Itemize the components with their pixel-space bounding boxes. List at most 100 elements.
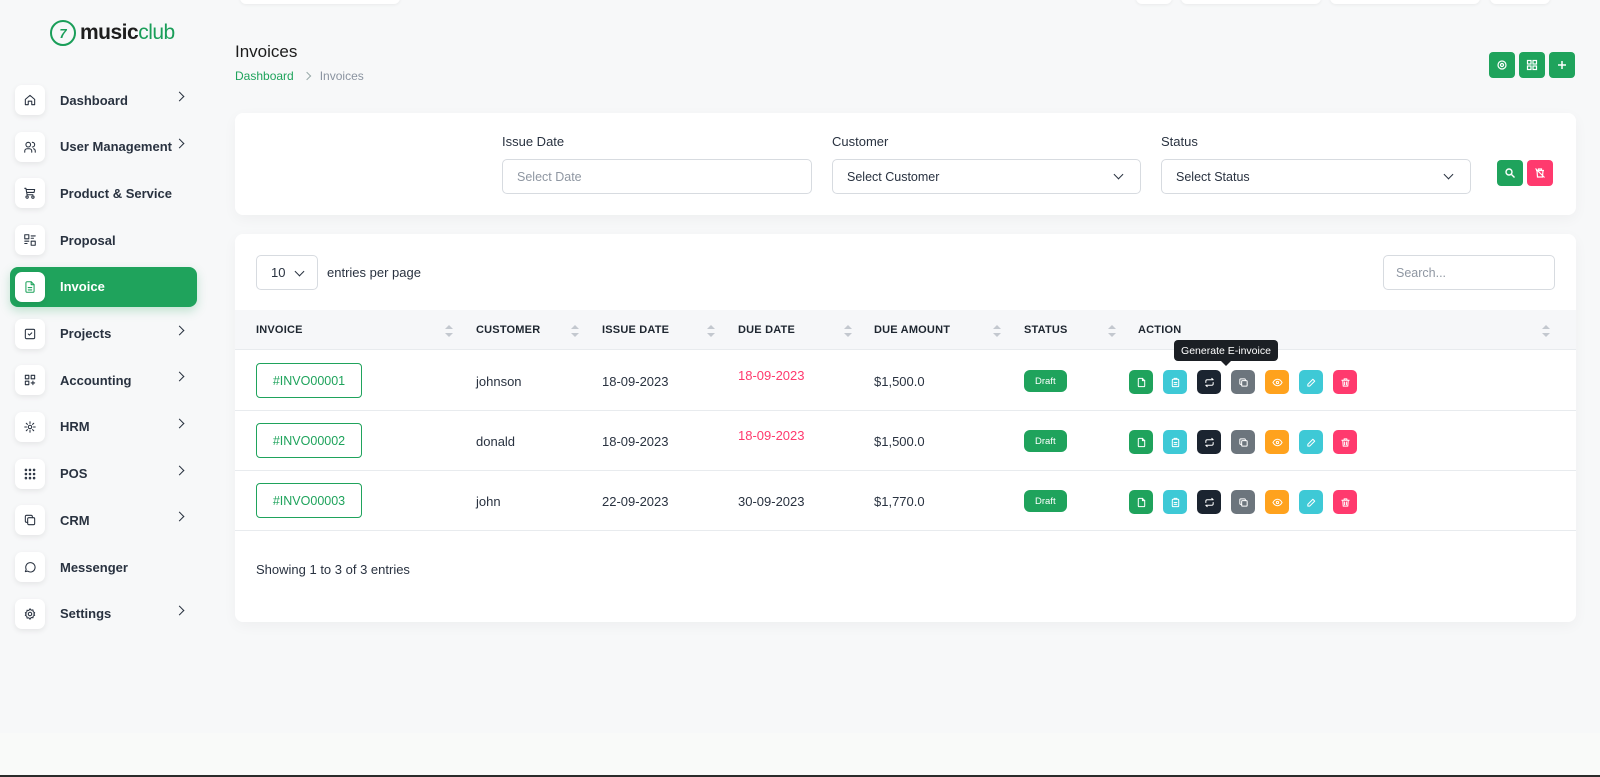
clipboard-icon <box>1171 377 1179 387</box>
file-icon <box>1137 437 1145 447</box>
trash-action-button[interactable] <box>1333 490 1357 514</box>
repeat-action-button[interactable] <box>1197 430 1221 454</box>
repeat-action-button[interactable] <box>1197 490 1221 514</box>
apply-filter-button[interactable] <box>1497 160 1523 186</box>
table-header: INVOICE CUSTOMER ISSUE DATE DUE DATE DUE… <box>235 310 1576 350</box>
top-pill-1[interactable] <box>1136 0 1172 4</box>
brand-logo[interactable]: 7 musicclub <box>50 18 175 48</box>
grid-view-button[interactable] <box>1519 52 1545 78</box>
page-footer <box>0 733 1600 777</box>
col-due-amount[interactable]: DUE AMOUNT <box>874 324 951 336</box>
col-invoice[interactable]: INVOICE <box>256 324 303 336</box>
trash-off-icon <box>1535 168 1545 178</box>
eye-action-button[interactable] <box>1265 490 1289 514</box>
search-icon <box>1505 168 1515 178</box>
reset-filter-button[interactable] <box>1527 160 1553 186</box>
eye-action-button[interactable] <box>1265 370 1289 394</box>
chevron-right-icon <box>174 605 185 616</box>
col-due-date[interactable]: DUE DATE <box>738 324 796 336</box>
trash-icon <box>1340 377 1350 387</box>
sort-icon[interactable] <box>1108 325 1116 337</box>
customer-select[interactable]: Select Customer <box>832 159 1141 194</box>
copy-action-button[interactable] <box>1231 370 1255 394</box>
brand-mark: 7 <box>50 20 76 46</box>
copy-icon <box>1238 437 1248 447</box>
breadcrumb-current: Invoices <box>319 69 364 83</box>
clipboard-action-button[interactable] <box>1163 490 1187 514</box>
proposal-icon <box>15 225 45 256</box>
sidebar-item-invoice[interactable]: Invoice <box>10 266 197 307</box>
top-pill-3[interactable] <box>1330 0 1480 4</box>
sidebar: 7 musicclub Dashboard User Management Prod… <box>0 0 206 733</box>
due-amount-cell: $1,500.0 <box>874 374 925 389</box>
copy-action-button[interactable] <box>1231 430 1255 454</box>
file-icon <box>1137 497 1145 507</box>
generate-einvoice-tooltip: Generate E-invoice <box>1174 340 1278 366</box>
sidebar-item-label: Projects <box>60 326 112 341</box>
entries-per-page-select[interactable]: 10 <box>256 255 318 290</box>
sort-icon[interactable] <box>1542 325 1550 337</box>
home-icon <box>15 85 45 115</box>
chevron-right-icon <box>302 71 311 81</box>
col-action[interactable]: ACTION <box>1138 324 1182 336</box>
customer-select-value: Select Customer <box>847 169 940 184</box>
sidebar-item-product-service[interactable]: Product & Service <box>10 173 197 213</box>
sort-icon[interactable] <box>993 325 1001 337</box>
entries-value: 10 <box>271 265 286 280</box>
sidebar-item-messenger[interactable]: Messenger <box>10 547 197 587</box>
copy-action-button[interactable] <box>1231 490 1255 514</box>
top-search-pill[interactable] <box>240 0 400 4</box>
breadcrumb-dashboard-link[interactable]: Dashboard <box>235 69 294 83</box>
sort-icon[interactable] <box>445 325 453 337</box>
sidebar-item-projects[interactable]: Projects <box>10 314 197 354</box>
issue-date-input[interactable]: Select Date <box>502 159 812 194</box>
sidebar-item-dashboard[interactable]: Dashboard <box>10 80 197 120</box>
col-status[interactable]: STATUS <box>1024 324 1068 336</box>
clipboard-action-button[interactable] <box>1163 430 1187 454</box>
sidebar-item-crm[interactable]: CRM <box>10 500 197 540</box>
pencil-action-button[interactable] <box>1299 370 1323 394</box>
table-row: #INVO00002 donald 18-09-2023 18-09-2023 $1,5… <box>235 411 1576 471</box>
sidebar-item-user-management[interactable]: User Management <box>10 127 197 167</box>
sidebar-item-label: User Management <box>60 139 172 155</box>
sidebar-item-label: Accounting <box>60 372 132 388</box>
square-check-icon <box>15 318 45 349</box>
col-issue-date[interactable]: ISSUE DATE <box>602 324 670 336</box>
invoice-number-button[interactable]: #INVO00002 <box>256 423 362 458</box>
top-pill-2[interactable] <box>1181 0 1321 4</box>
sort-icon[interactable] <box>571 325 579 337</box>
table-search-input[interactable]: Search... <box>1383 255 1555 290</box>
status-badge: Draft <box>1024 490 1067 512</box>
pencil-action-button[interactable] <box>1299 430 1323 454</box>
sort-icon[interactable] <box>844 325 852 337</box>
trash-action-button[interactable] <box>1333 370 1357 394</box>
chevron-right-icon <box>174 325 185 335</box>
layout-grid-add-icon <box>15 365 45 396</box>
repeat-action-button[interactable] <box>1197 370 1221 394</box>
top-pill-4[interactable] <box>1490 0 1550 4</box>
settings-button[interactable] <box>1489 52 1515 78</box>
sidebar-item-settings[interactable]: Settings <box>10 594 197 634</box>
customer-cell: johnson <box>476 374 522 389</box>
sidebar-item-accounting[interactable]: Accounting <box>10 360 197 400</box>
sort-icon[interactable] <box>707 325 715 337</box>
page-title: Invoices <box>235 42 298 61</box>
status-select[interactable]: Select Status <box>1161 159 1471 194</box>
sidebar-item-hrm[interactable]: HRM <box>10 407 197 447</box>
sidebar-item-proposal[interactable]: Proposal <box>10 220 197 260</box>
file-action-button[interactable] <box>1129 370 1153 394</box>
trash-action-button[interactable] <box>1333 430 1357 454</box>
file-action-button[interactable] <box>1129 490 1153 514</box>
clipboard-action-button[interactable] <box>1163 370 1187 394</box>
create-invoice-button[interactable] <box>1549 52 1575 78</box>
pencil-action-button[interactable] <box>1299 490 1323 514</box>
table-info: Showing 1 to 3 of 3 entries <box>256 562 410 577</box>
sidebar-item-pos[interactable]: POS <box>10 454 197 494</box>
col-customer[interactable]: CUSTOMER <box>476 324 541 336</box>
file-action-button[interactable] <box>1129 430 1153 454</box>
eye-action-button[interactable] <box>1265 430 1289 454</box>
eye-icon <box>1271 498 1283 506</box>
invoice-number-button[interactable]: #INVO00001 <box>256 363 362 398</box>
chevron-right-icon <box>174 138 185 149</box>
invoice-number-button[interactable]: #INVO00003 <box>256 483 362 518</box>
